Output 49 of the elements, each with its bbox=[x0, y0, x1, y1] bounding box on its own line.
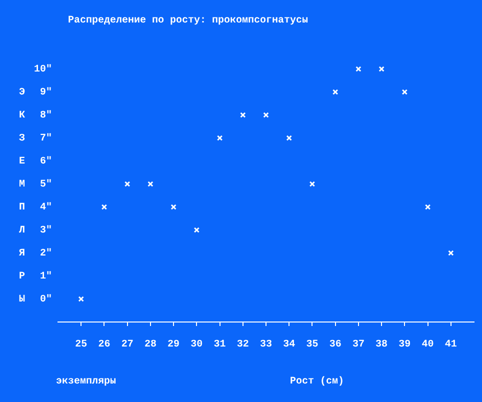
x-tick-label: 33 bbox=[260, 340, 272, 351]
point bbox=[194, 227, 200, 233]
point bbox=[148, 181, 154, 187]
x-tick-label: 32 bbox=[236, 340, 249, 351]
point bbox=[356, 66, 362, 72]
x-tick-label: 35 bbox=[306, 340, 318, 351]
y-tick-label: 10" bbox=[34, 64, 52, 76]
chart-title: Распределение по росту: прокомпсогнатусы bbox=[68, 16, 308, 27]
x-tick-label: 29 bbox=[168, 340, 180, 351]
point bbox=[402, 89, 408, 95]
x-tick-label: 25 bbox=[75, 340, 88, 351]
point bbox=[240, 112, 246, 118]
x-tick-label: 36 bbox=[329, 340, 342, 351]
x-tick-label: 41 bbox=[444, 340, 457, 351]
point bbox=[170, 204, 176, 210]
y-tick-label: 7" bbox=[40, 132, 52, 145]
point bbox=[263, 112, 269, 118]
point bbox=[78, 296, 84, 302]
point bbox=[216, 135, 223, 141]
point bbox=[448, 250, 454, 256]
y-tick-label: 2" bbox=[40, 248, 52, 260]
y-tick-label: 1" bbox=[40, 270, 52, 283]
y-tick-label: 6" bbox=[40, 156, 52, 168]
point bbox=[286, 135, 292, 141]
x-tick-label: 31 bbox=[214, 340, 226, 351]
point bbox=[309, 181, 316, 187]
x-tick-label: 37 bbox=[352, 340, 364, 351]
x-tick-label: 27 bbox=[121, 340, 134, 351]
point bbox=[424, 204, 431, 210]
point bbox=[101, 204, 108, 210]
point bbox=[378, 66, 384, 72]
x-tick-label: 28 bbox=[144, 340, 156, 351]
x-tick-label: 39 bbox=[398, 340, 411, 351]
text: ЭКЗЕМПЛЯРЫ bbox=[18, 88, 26, 306]
x-tick-label: 40 bbox=[422, 340, 434, 351]
x-tick-label: 38 bbox=[376, 340, 388, 351]
x-tick-label: 34 bbox=[283, 340, 296, 351]
text: экземпляры bbox=[56, 376, 116, 388]
y-tick-label: 9" bbox=[40, 86, 52, 99]
x-tick-label: 30 bbox=[190, 340, 203, 351]
y-tick-label: 0" bbox=[40, 294, 52, 306]
x-tick-label: 26 bbox=[98, 340, 110, 351]
y-tick-label: 5" bbox=[40, 178, 52, 191]
y-tick-label: 3" bbox=[40, 224, 52, 237]
point bbox=[124, 181, 130, 187]
x-axis-title: Рост (см) bbox=[290, 376, 344, 388]
point bbox=[332, 89, 338, 95]
y-tick-label: 8" bbox=[40, 110, 52, 122]
y-tick-label: 4" bbox=[40, 202, 52, 214]
